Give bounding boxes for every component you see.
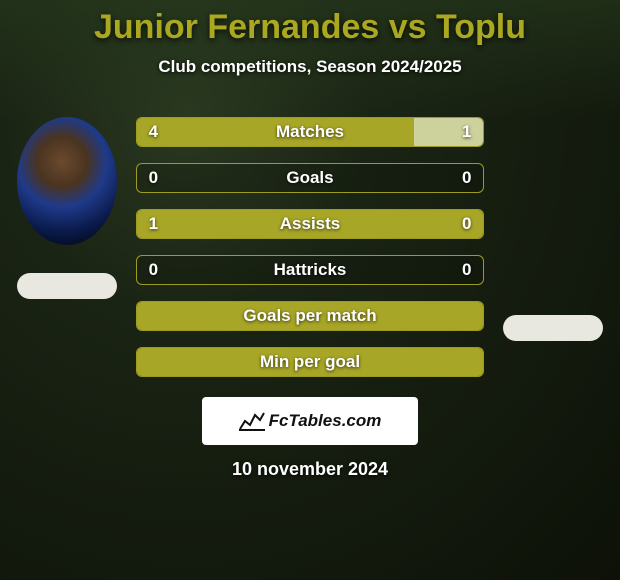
- player-left-name-plate: [17, 273, 117, 299]
- stat-label: Goals: [286, 168, 333, 188]
- stat-value-left: 0: [149, 168, 158, 188]
- watermark-text: FcTables.com: [269, 411, 382, 431]
- player-left-avatar: [17, 117, 117, 245]
- stat-label: Hattricks: [274, 260, 347, 280]
- stat-value-right: 0: [462, 214, 471, 234]
- stat-bar-right: [414, 118, 483, 146]
- player-right-name-plate: [503, 315, 603, 341]
- stat-row-min-per-goal: Min per goal: [136, 347, 485, 377]
- stat-row-hattricks: 0 Hattricks 0: [136, 255, 485, 285]
- player-right-column: [494, 117, 612, 341]
- subtitle: Club competitions, Season 2024/2025: [0, 57, 620, 77]
- stats-bars: 4 Matches 1 0 Goals 0 1 Assists 0: [136, 117, 485, 393]
- stat-value-right: 0: [462, 168, 471, 188]
- stat-row-goals: 0 Goals 0: [136, 163, 485, 193]
- date-label: 10 november 2024: [0, 459, 620, 480]
- stat-label: Assists: [280, 214, 340, 234]
- stat-value-left: 1: [149, 214, 158, 234]
- player-left-column: [8, 117, 126, 299]
- stat-value-left: 0: [149, 260, 158, 280]
- stat-label: Matches: [276, 122, 344, 142]
- comparison-row: 4 Matches 1 0 Goals 0 1 Assists 0: [0, 117, 620, 393]
- watermark: FcTables.com: [202, 397, 418, 445]
- stat-label: Goals per match: [243, 306, 376, 326]
- stat-label: Min per goal: [260, 352, 360, 372]
- stat-value-right: 1: [462, 122, 471, 142]
- stat-row-goals-per-match: Goals per match: [136, 301, 485, 331]
- stat-row-matches: 4 Matches 1: [136, 117, 485, 147]
- stat-row-assists: 1 Assists 0: [136, 209, 485, 239]
- chart-icon: [239, 411, 265, 431]
- content-root: Junior Fernandes vs Toplu Club competiti…: [0, 0, 620, 580]
- page-title: Junior Fernandes vs Toplu: [0, 8, 620, 47]
- stat-value-left: 4: [149, 122, 158, 142]
- stat-value-right: 0: [462, 260, 471, 280]
